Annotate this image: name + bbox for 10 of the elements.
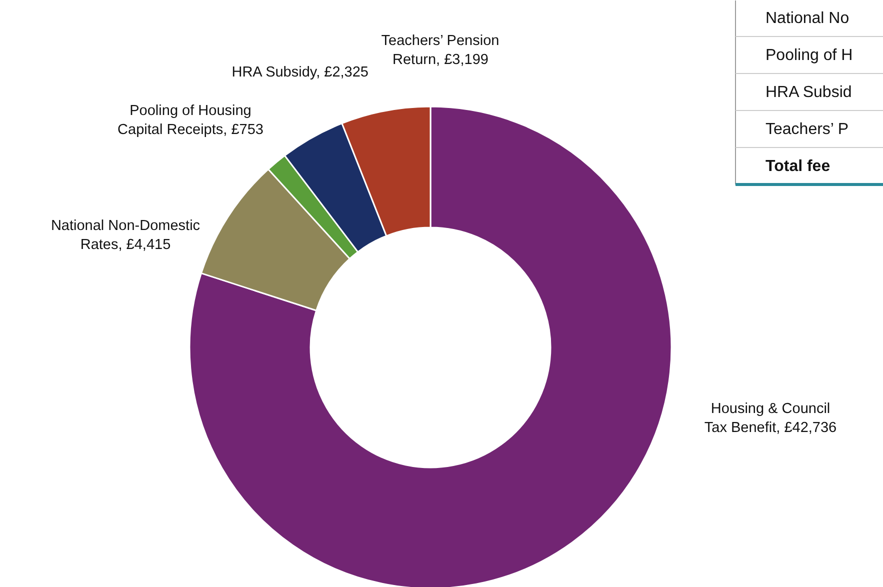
slice-label: Housing & Council Tax Benefit, £42,736	[704, 400, 837, 436]
text: Total fee	[766, 158, 830, 175]
slice-label: Teachers’ Pension Return, £3,199	[381, 32, 500, 68]
text: Teachers’ P	[766, 121, 848, 138]
text: Pooling of H	[766, 47, 853, 64]
slice-label: National Non-Domestic Rates, £4,415	[50, 218, 200, 254]
text: National No	[766, 10, 850, 27]
text: HRA Subsid	[766, 84, 852, 101]
slice-label: HRA Subsidy, £2,325	[232, 64, 368, 80]
slice-label: Pooling of Housing Capital Receipts, £753	[118, 102, 264, 138]
